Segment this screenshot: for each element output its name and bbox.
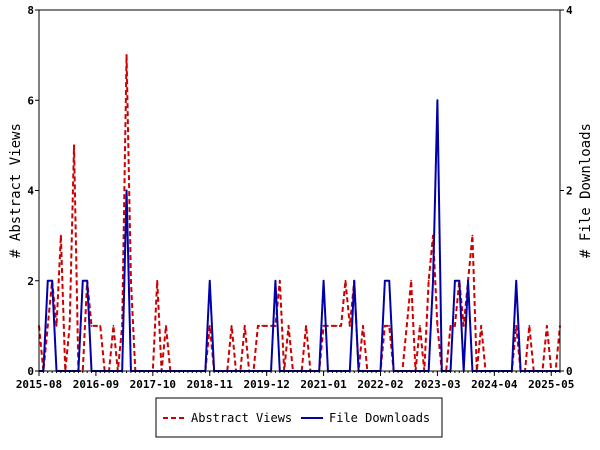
x-tick-label: 2017-10 — [130, 378, 176, 391]
data-point-abstract-views — [278, 279, 281, 282]
data-point-file-downloads — [322, 279, 325, 282]
x-tick-label: 2023-03 — [414, 378, 460, 391]
data-point-abstract-views — [331, 324, 334, 327]
series-line-abstract-views — [38, 54, 561, 372]
data-point-file-downloads — [454, 279, 456, 282]
data-point-abstract-views — [515, 324, 518, 327]
y-left-tick-label: 6 — [27, 94, 34, 107]
y-right-axis-title: # File Downloads — [578, 123, 594, 258]
data-point-file-downloads — [383, 279, 386, 282]
x-tick-label: 2019-12 — [243, 378, 289, 391]
data-point-abstract-views — [270, 324, 272, 327]
x-tick-label: 2025-05 — [528, 378, 574, 391]
data-point-abstract-views — [243, 324, 246, 327]
x-tick-label: 2018-11 — [187, 378, 234, 391]
y-left-tick-label: 4 — [27, 185, 34, 198]
data-point-file-downloads — [81, 279, 84, 282]
data-point-file-downloads — [125, 189, 128, 192]
data-point-abstract-views — [335, 324, 338, 327]
y-right-tick-label: 0 — [566, 365, 573, 378]
data-point-abstract-views — [230, 324, 233, 327]
data-point-abstract-views — [427, 279, 430, 282]
plot-frame — [38, 9, 561, 372]
data-point-abstract-views — [59, 234, 62, 237]
data-point-abstract-views — [68, 324, 71, 327]
data-point-file-downloads — [467, 279, 469, 282]
data-point-abstract-views — [156, 279, 159, 282]
data-point-abstract-views — [257, 324, 259, 327]
data-point-file-downloads — [458, 279, 461, 282]
legend-box — [155, 397, 443, 438]
data-point-abstract-views — [436, 324, 439, 327]
data-point-abstract-views — [322, 324, 325, 327]
series-layer — [38, 54, 561, 372]
data-point-abstract-views — [471, 234, 474, 237]
data-point-abstract-views — [112, 324, 115, 327]
data-point-abstract-views — [462, 324, 465, 327]
y-left-tick-label: 2 — [27, 275, 34, 288]
data-point-abstract-views — [130, 279, 132, 282]
data-point-file-downloads — [51, 279, 54, 282]
data-point-abstract-views — [261, 324, 264, 327]
data-point-abstract-views — [90, 324, 93, 327]
data-point-abstract-views — [287, 324, 290, 327]
data-point-abstract-views — [344, 279, 347, 282]
y-left-axis-title: # Abstract Views — [8, 123, 24, 258]
data-point-abstract-views — [454, 324, 456, 327]
data-point-abstract-views — [388, 324, 391, 327]
data-point-abstract-views — [383, 324, 386, 327]
data-point-file-downloads — [432, 279, 434, 282]
data-point-abstract-views — [274, 324, 277, 327]
x-tick-label: 2022-02 — [357, 378, 403, 391]
data-point-abstract-views — [165, 324, 167, 327]
data-point-abstract-views — [340, 324, 342, 327]
data-point-abstract-views — [55, 324, 58, 327]
data-point-abstract-views — [410, 279, 413, 282]
data-point-abstract-views — [362, 324, 364, 327]
series-line-file-downloads — [39, 99, 560, 372]
data-point-abstract-views — [327, 324, 329, 327]
data-point-abstract-views — [125, 54, 128, 57]
data-point-file-downloads — [208, 279, 211, 282]
data-point-file-downloads — [274, 279, 277, 282]
data-point-abstract-views — [449, 324, 452, 327]
data-point-abstract-views — [305, 324, 307, 327]
data-point-file-downloads — [388, 279, 391, 282]
data-point-abstract-views — [405, 324, 408, 327]
data-point-abstract-views — [480, 324, 483, 327]
legend-label-abstract-views: Abstract Views — [191, 411, 292, 425]
data-point-file-downloads — [86, 279, 89, 282]
data-point-file-downloads — [353, 279, 356, 282]
data-point-file-downloads — [515, 279, 518, 282]
data-point-abstract-views — [545, 324, 548, 327]
y-left-tick-label: 0 — [27, 365, 34, 378]
x-tick-label: 2024-04 — [471, 378, 518, 391]
data-point-file-downloads — [436, 99, 439, 102]
x-tick-label: 2021-01 — [300, 378, 347, 391]
y-left-tick-label: 8 — [27, 4, 34, 17]
data-point-abstract-views — [208, 324, 211, 327]
legend-label-file-downloads: File Downloads — [329, 411, 430, 425]
data-point-abstract-views — [73, 144, 75, 147]
data-point-abstract-views — [95, 324, 97, 327]
y-right-tick-label: 2 — [566, 185, 573, 198]
data-point-file-downloads — [46, 279, 49, 282]
data-point-abstract-views — [99, 324, 102, 327]
data-point-abstract-views — [348, 324, 351, 327]
data-point-abstract-views — [528, 324, 531, 327]
x-tick-label: 2015-08 — [16, 378, 62, 391]
x-tick-label: 2016-09 — [73, 378, 119, 391]
data-point-abstract-views — [419, 324, 421, 327]
data-point-abstract-views — [46, 324, 49, 327]
axes-layer: 0 2 4 6 8 0 2 4 2015-08 2016-09 2017-10 2018-11 2019… — [8, 4, 594, 391]
y-right-tick-label: 4 — [566, 4, 573, 17]
legend: Abstract Views File Downloads — [155, 397, 443, 438]
data-point-abstract-views — [265, 324, 268, 327]
